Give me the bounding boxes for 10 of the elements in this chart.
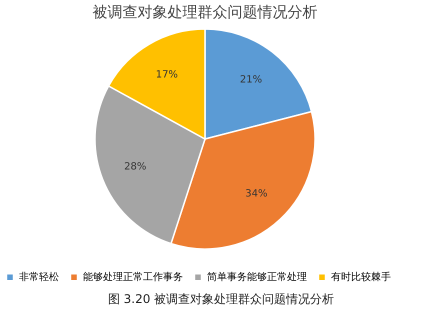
data-label: 17% xyxy=(156,69,178,80)
legend-label: 能够处理正常工作事务 xyxy=(83,271,183,284)
chart-title: 被调查对象处理群众问题情况分析 xyxy=(92,3,318,21)
legend-label: 有时比较棘手 xyxy=(331,271,391,284)
legend-label: 简单事务能够正常处理 xyxy=(207,271,307,284)
legend-label: 非常轻松 xyxy=(19,271,59,284)
data-label: 28% xyxy=(124,162,146,173)
caption: 图 3.20 被调查对象处理群众问题情况分析 xyxy=(106,291,336,308)
data-label: 34% xyxy=(245,188,268,200)
data-label: 21% xyxy=(240,74,262,86)
